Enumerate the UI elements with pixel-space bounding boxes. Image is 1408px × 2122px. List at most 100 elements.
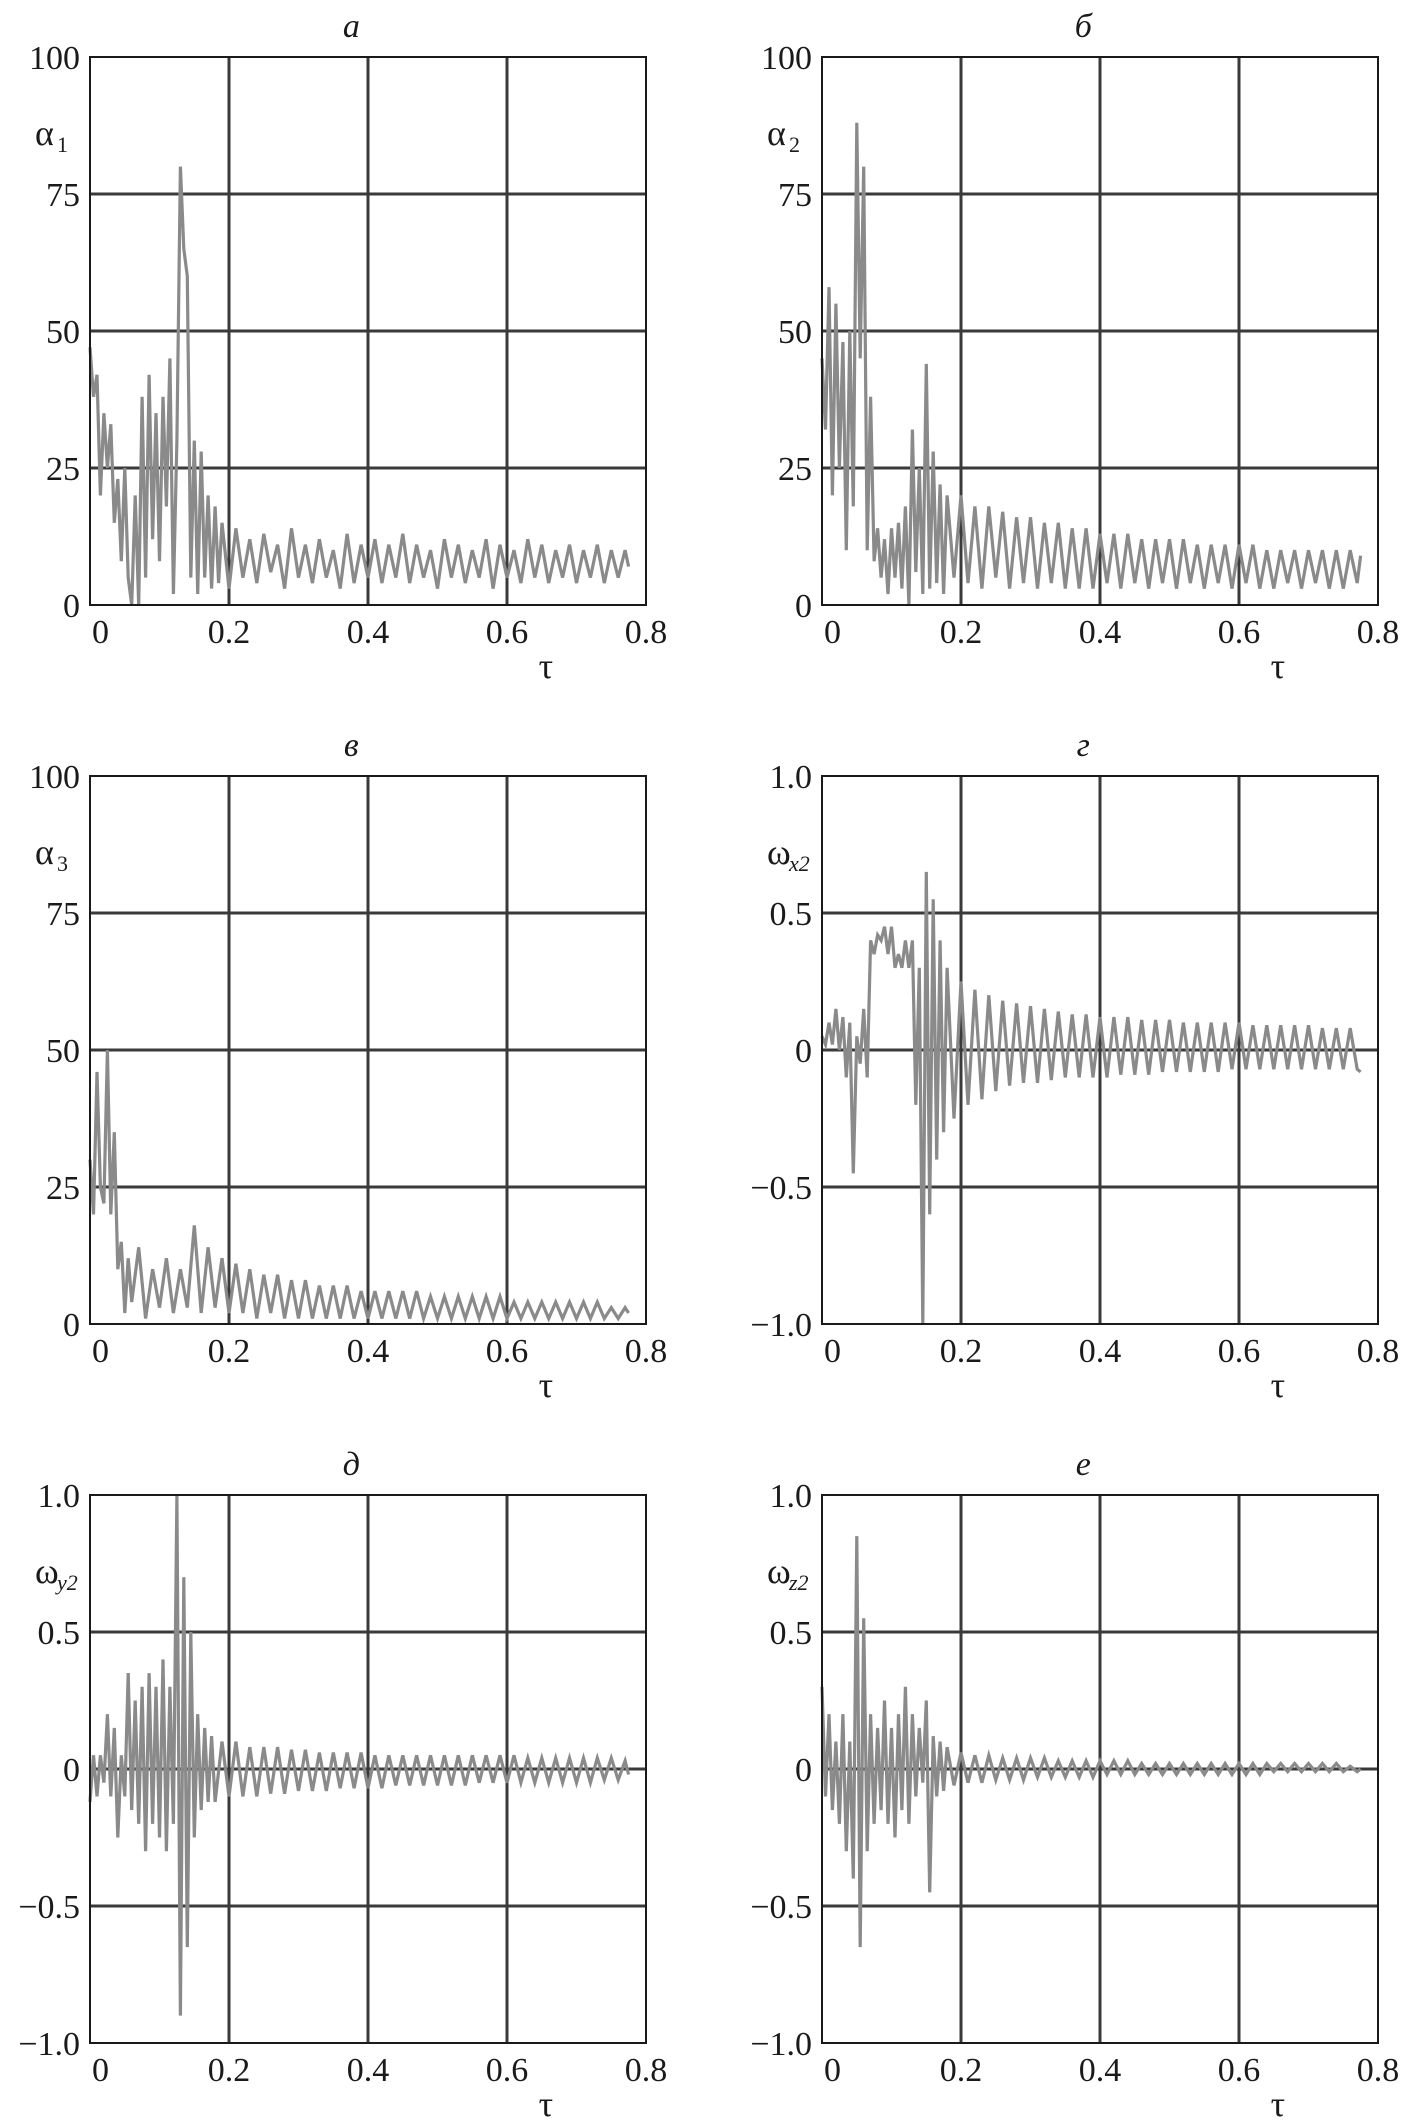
series-line-1	[88, 1049, 630, 1325]
x-tick-label: 0.8	[625, 2052, 668, 2089]
y-axis-label-subscript: 3	[57, 851, 68, 876]
x-axis-label: τ	[539, 1365, 553, 1405]
series-line-1	[820, 122, 1363, 606]
y-axis-label: ω	[35, 1551, 59, 1591]
x-tick-label: 0.8	[625, 614, 668, 651]
y-axis-label-subscript: x2	[788, 851, 810, 876]
y-tick-label: 50	[46, 1033, 80, 1070]
y-axis-label-subscript: 1	[57, 132, 68, 157]
x-tick-label: 0.6	[486, 614, 529, 651]
y-tick-label: 0	[795, 1033, 812, 1070]
plot-frame	[89, 56, 647, 606]
y-tick-label: 100	[761, 40, 812, 77]
x-tick-label: 0.4	[347, 2052, 390, 2089]
chart-title: е	[1076, 1446, 1091, 1483]
y-tick-label: 25	[46, 451, 80, 488]
x-tick-label: 0.6	[1218, 1333, 1261, 1370]
x-tick-label: 0.2	[208, 1333, 251, 1370]
y-axis-label-subscript: y2	[55, 1570, 78, 1595]
y-tick-label: −0.5	[18, 1889, 80, 1926]
series-line-1	[820, 871, 1362, 1325]
y-tick-label: 100	[29, 759, 80, 796]
x-axis-label: τ	[539, 646, 553, 686]
chart-title: а	[343, 8, 360, 45]
y-axis-label: α	[35, 113, 54, 153]
plot-frame	[89, 1494, 647, 2044]
plot-frame	[89, 775, 647, 1325]
y-axis-label: α	[35, 832, 54, 872]
x-tick-label: 0	[824, 614, 841, 651]
y-tick-label: 50	[778, 314, 812, 351]
x-tick-label: 0.4	[347, 1333, 390, 1370]
x-axis-label: τ	[1271, 2084, 1285, 2122]
y-axis-label-subscript: 2	[789, 132, 800, 157]
x-tick-label: 0.2	[208, 2052, 251, 2089]
y-tick-label: 75	[778, 177, 812, 214]
x-tick-label: 0.8	[1357, 1333, 1400, 1370]
y-tick-label: 1.0	[38, 1478, 81, 1515]
y-tick-label: 1.0	[770, 1478, 813, 1515]
plot-frame	[821, 775, 1379, 1325]
y-axis-label: ω	[767, 1551, 791, 1591]
x-tick-label: 0.6	[1218, 2052, 1261, 2089]
x-tick-label: 0.8	[1357, 2052, 1400, 2089]
chart-title: д	[343, 1446, 360, 1483]
y-tick-label: 100	[29, 40, 80, 77]
chart-title: б	[1075, 8, 1094, 45]
plot-frame	[821, 56, 1379, 606]
x-tick-label: 0	[92, 1333, 109, 1370]
x-tick-label: 0.2	[940, 2052, 983, 2089]
chart-panel-5: 0 0.2 0.4 0.6 0.8 −1.0 −0.5 0 0.5 1.0 д ωy2 τ	[18, 1446, 667, 2122]
y-tick-label: −0.5	[750, 1889, 812, 1926]
y-axis-label-subscript: z2	[788, 1570, 809, 1595]
y-tick-label: −1.0	[750, 1307, 812, 1344]
y-tick-label: 0	[63, 1752, 80, 1789]
y-tick-label: 0	[63, 588, 80, 625]
x-tick-label: 0.2	[940, 1333, 983, 1370]
series-line-1	[88, 166, 631, 606]
chart-panel-2: 0 0.2 0.4 0.6 0.8 0 25 50 75 100 б α 2 τ	[761, 8, 1399, 686]
y-axis-label: ω	[767, 832, 791, 872]
x-tick-label: 0.6	[1218, 614, 1261, 651]
y-tick-label: 0.5	[770, 896, 813, 933]
y-tick-label: 0.5	[770, 1615, 813, 1652]
x-axis-label: τ	[1271, 1365, 1285, 1405]
y-tick-label: −1.0	[18, 2026, 80, 2063]
x-tick-label: 0.8	[625, 1333, 668, 1370]
x-tick-label: 0.4	[1079, 614, 1122, 651]
x-tick-label: 0.4	[1079, 2052, 1122, 2089]
chart-title: в	[344, 727, 359, 764]
y-tick-label: −1.0	[750, 2026, 812, 2063]
x-tick-label: 0	[824, 1333, 841, 1370]
y-tick-label: 1.0	[770, 759, 813, 796]
plot-frame	[821, 1494, 1379, 2044]
x-tick-label: 0	[92, 2052, 109, 2089]
x-tick-label: 0.2	[940, 614, 983, 651]
x-tick-label: 0	[92, 614, 109, 651]
y-tick-label: 0	[63, 1307, 80, 1344]
x-axis-label: τ	[539, 2084, 553, 2122]
y-tick-label: 0.5	[38, 1615, 81, 1652]
y-tick-label: −0.5	[750, 1170, 812, 1207]
y-tick-label: 0	[795, 588, 812, 625]
x-tick-label: 0.8	[1357, 614, 1400, 651]
x-tick-label: 0.6	[486, 1333, 529, 1370]
y-tick-label: 75	[46, 177, 80, 214]
y-tick-label: 25	[46, 1170, 80, 1207]
chart-title: г	[1077, 727, 1090, 764]
x-tick-label: 0.4	[347, 614, 390, 651]
chart-panel-4: 0 0.2 0.4 0.6 0.8 −1.0 −0.5 0 0.5 1.0 г ωx2 τ	[750, 727, 1399, 1405]
x-tick-label: 0.2	[208, 614, 251, 651]
x-tick-label: 0.4	[1079, 1333, 1122, 1370]
y-tick-label: 50	[46, 314, 80, 351]
series-line-1	[88, 1494, 631, 2016]
chart-panel-3: 0 0.2 0.4 0.6 0.8 0 25 50 75 100 в α 3 τ	[29, 727, 667, 1405]
y-tick-label: 75	[46, 896, 80, 933]
series-line-1	[820, 1536, 1362, 1948]
x-tick-label: 0	[824, 2052, 841, 2089]
chart-panel-6: 0 0.2 0.4 0.6 0.8 −1.0 −0.5 0 0.5 1.0 е ωz2 τ	[750, 1446, 1399, 2122]
x-tick-label: 0.6	[486, 2052, 529, 2089]
y-tick-label: 25	[778, 451, 812, 488]
x-axis-label: τ	[1271, 646, 1285, 686]
